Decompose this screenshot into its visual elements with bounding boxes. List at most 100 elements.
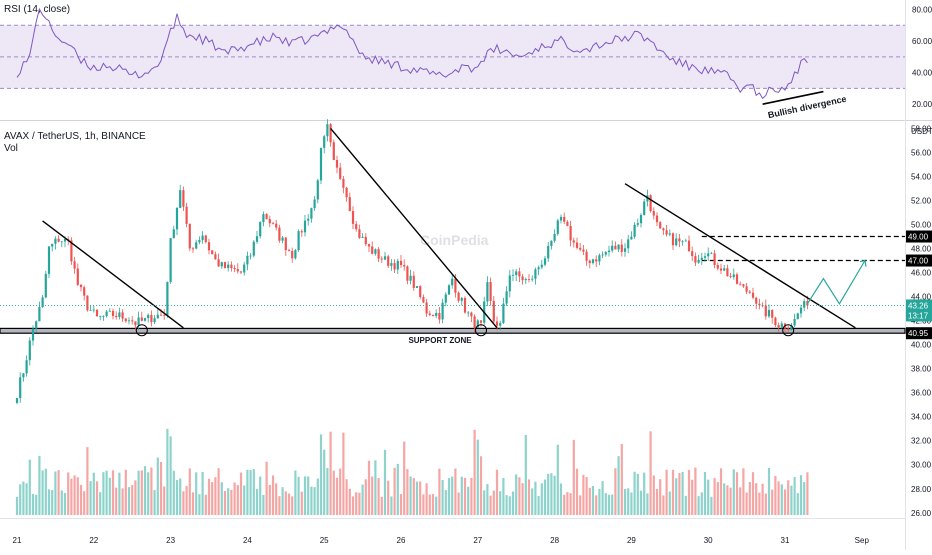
candle <box>345 186 348 202</box>
candle <box>748 290 751 294</box>
candle-body <box>412 275 415 288</box>
candle <box>361 233 364 238</box>
candle-body <box>655 215 659 223</box>
volume-bar <box>406 469 409 515</box>
volume-bar <box>134 480 137 515</box>
candle <box>243 261 246 276</box>
volume-bar <box>25 483 28 515</box>
candle <box>713 249 716 269</box>
volume-bar <box>220 482 223 515</box>
candle <box>230 261 233 272</box>
volume-bar <box>19 484 22 515</box>
candle <box>281 236 284 244</box>
volume-bar <box>777 481 780 515</box>
candle <box>796 312 799 320</box>
candle-body <box>547 245 550 259</box>
candle <box>134 321 137 331</box>
candle <box>649 194 652 213</box>
candle-body <box>492 300 495 322</box>
candle-body <box>473 316 476 328</box>
candle <box>639 213 643 228</box>
volume-bar <box>268 484 271 515</box>
candle-body <box>579 247 582 250</box>
candle-body <box>239 271 243 273</box>
candle-body <box>118 312 121 318</box>
volume-bar <box>204 494 207 515</box>
volume-bar <box>396 463 399 515</box>
candle-body <box>79 284 83 288</box>
trend-line <box>42 220 184 329</box>
volume-bar <box>367 460 371 515</box>
volume-bar <box>38 455 41 515</box>
support-touch-circle <box>135 324 148 337</box>
volume-bar <box>707 479 710 515</box>
candle <box>86 295 89 312</box>
volume-bar <box>345 479 348 515</box>
volume-bar <box>655 489 659 515</box>
candle <box>444 292 447 307</box>
candle <box>559 214 563 224</box>
price-tick-label: 34.00 <box>911 413 932 422</box>
candle <box>99 315 102 321</box>
candle <box>543 255 547 267</box>
candle-body <box>591 259 595 264</box>
candle <box>390 259 393 271</box>
candle-body <box>284 237 287 251</box>
volume-bar <box>751 472 755 515</box>
candle-body <box>111 310 115 316</box>
candle <box>739 281 742 286</box>
candle <box>697 254 700 264</box>
price-tick-label: 52.00 <box>911 196 932 205</box>
candle-body <box>479 320 483 323</box>
volume-bar <box>15 496 19 515</box>
candle <box>22 372 25 382</box>
rsi-pane: Bullish divergence <box>0 7 905 120</box>
candle-body <box>332 142 335 161</box>
price-tick-label: 36.00 <box>911 389 932 398</box>
candle <box>771 309 774 324</box>
candle <box>339 162 342 181</box>
candle-body <box>92 309 95 311</box>
volume-bar <box>92 472 95 515</box>
candle-body <box>406 266 409 281</box>
price-tick-label: 56.00 <box>911 148 932 157</box>
candle <box>294 248 297 260</box>
volume-bar <box>671 469 675 515</box>
candle <box>764 299 767 320</box>
candle <box>585 249 588 266</box>
candle-body <box>19 377 22 399</box>
volume-bar <box>79 484 83 515</box>
volume-bar <box>326 467 329 515</box>
candle-body <box>300 231 303 233</box>
candle <box>348 192 351 212</box>
candle <box>108 308 111 312</box>
candle-body <box>748 291 751 293</box>
candle-body <box>681 241 684 243</box>
candle-body <box>422 297 425 303</box>
candle-body <box>531 278 534 280</box>
volume-bar <box>444 490 447 515</box>
candle-body <box>617 244 620 250</box>
candle-body <box>262 214 265 223</box>
rsi-tick-label: 80.00 <box>912 5 932 14</box>
candle <box>57 235 60 243</box>
volume-bar <box>227 488 230 515</box>
projection-arrowhead <box>859 259 867 267</box>
candle-body <box>710 253 713 255</box>
rsi-tick-label: 40.00 <box>912 69 932 78</box>
volume-bar <box>524 434 527 515</box>
candle-body <box>108 310 111 312</box>
rsi-title: RSI (14, close) <box>4 4 71 15</box>
candle <box>531 275 534 282</box>
symbol-title: AVAX / TetherUS, 1h, BINANCE <box>4 131 146 142</box>
volume-bar <box>275 483 278 515</box>
candle <box>751 287 755 300</box>
candle <box>342 176 345 194</box>
volume-bar <box>803 482 806 515</box>
candle-body <box>278 227 281 241</box>
candle <box>556 218 559 236</box>
volume-bar <box>630 492 633 515</box>
candle <box>598 253 601 266</box>
candle <box>188 223 191 252</box>
